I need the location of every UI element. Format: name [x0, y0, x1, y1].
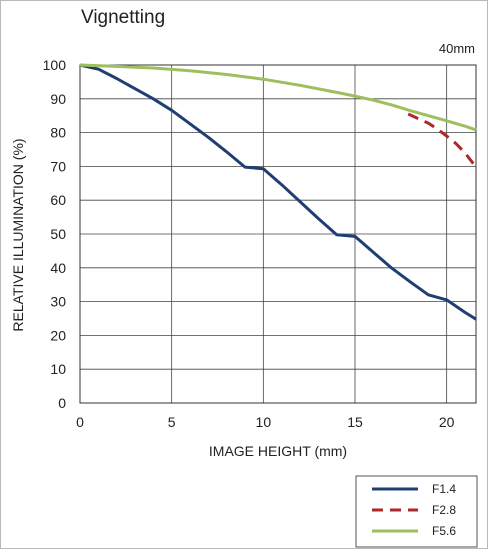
- chart-subtitle: 40mm: [439, 41, 475, 56]
- series-line-f1-4: [79, 63, 477, 321]
- y-tick-label: 40: [50, 260, 66, 276]
- y-tick-label: 20: [50, 327, 66, 343]
- x-tick-label: 5: [168, 414, 176, 430]
- y-tick-label: 50: [50, 226, 66, 242]
- x-tick-labels: 0 5 10 15 20: [76, 414, 455, 430]
- x-tick-label: 0: [76, 414, 84, 430]
- legend-label-f5-6: F5.6: [432, 524, 456, 538]
- y-tick-labels: 0 10 20 30 40 50 60 70 80 90 100: [43, 57, 67, 411]
- x-tick-label: 20: [439, 414, 455, 430]
- series-line-f5-6: [79, 63, 477, 132]
- legend-label-f1-4: F1.4: [432, 482, 456, 496]
- series-layer: [79, 63, 478, 321]
- grid-lines: [80, 65, 476, 403]
- plot-border: [79, 64, 477, 404]
- x-axis-title: IMAGE HEIGHT (mm): [209, 443, 347, 459]
- y-tick-label: 70: [50, 158, 66, 174]
- y-axis-title: RELATIVE ILLUMINATION (%): [10, 138, 26, 331]
- y-tick-label: 90: [50, 91, 66, 107]
- y-tick-label: 60: [50, 192, 66, 208]
- y-tick-label: 30: [50, 294, 66, 310]
- y-tick-label: 100: [43, 57, 67, 73]
- legend-label-f2-8: F2.8: [432, 503, 456, 517]
- chart-title: Vignetting: [81, 7, 165, 28]
- y-tick-label: 10: [50, 361, 66, 377]
- y-tick-label: 80: [50, 125, 66, 141]
- x-tick-label: 15: [347, 414, 363, 430]
- y-tick-label: 0: [58, 395, 66, 411]
- series-line-f2-8: [407, 112, 478, 169]
- legend: F1.4 F2.8 F5.6: [355, 475, 478, 548]
- x-tick-label: 10: [256, 414, 272, 430]
